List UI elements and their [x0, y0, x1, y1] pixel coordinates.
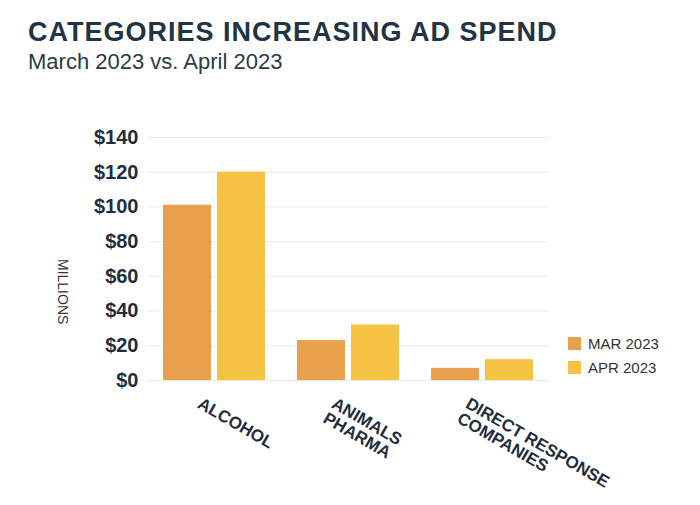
svg-text:$0: $0 [116, 369, 138, 391]
svg-text:$20: $20 [105, 334, 138, 356]
svg-text:MILLIONS: MILLIONS [55, 259, 71, 324]
html-text:March 2023 vs. April 2023: March 2023 vs. April 2023 [28, 49, 283, 74]
svg-text:$120: $120 [94, 161, 139, 183]
svg-text:$40: $40 [105, 299, 138, 321]
svg-text:$140: $140 [94, 126, 139, 148]
html-text:MAR 2023: MAR 2023 [588, 334, 659, 352]
svg-text:$80: $80 [105, 230, 138, 252]
svg-text:DIRECT RESPONSECOMPANIES: DIRECT RESPONSECOMPANIES [454, 394, 613, 505]
svg-text:ANIMALSPHARMA: ANIMALSPHARMA [320, 394, 405, 464]
html-text:CATEGORIES INCREASING AD SPEND: CATEGORIES INCREASING AD SPEND [28, 17, 558, 47]
svg-text:ALCOHOL: ALCOHOL [194, 394, 276, 452]
svg-text:$100: $100 [94, 195, 139, 217]
svg-text:$60: $60 [105, 265, 138, 287]
html-text:APR 2023: APR 2023 [588, 358, 657, 376]
